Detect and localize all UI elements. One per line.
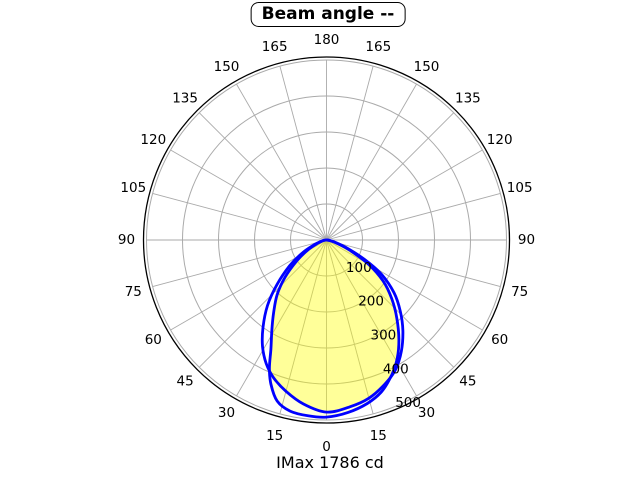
grid-circle <box>146 59 507 421</box>
angle-tick-label: 30 <box>218 405 235 421</box>
grid-circle <box>218 131 435 349</box>
angle-tick-label: 150 <box>214 59 240 75</box>
angle-tick-label: 120 <box>487 132 513 148</box>
beam-fill-single <box>269 240 399 418</box>
grid-radial-line <box>326 112 455 241</box>
radial-tick-label: 200 <box>358 294 384 310</box>
angle-tick-label: 15 <box>266 428 283 444</box>
beam-curve-2 <box>268 238 401 419</box>
grid-radial-line <box>170 149 327 241</box>
radial-tick-label: 300 <box>371 328 397 344</box>
angle-tick-label: 180 <box>314 32 340 48</box>
imax-label: IMax 1786 cd <box>276 453 384 472</box>
angle-tick-label: 165 <box>262 39 288 55</box>
angle-tick-label: 120 <box>140 132 166 148</box>
grid-circle <box>182 95 471 385</box>
grid-radial-line <box>279 239 327 415</box>
angle-tick-label: 135 <box>172 91 198 107</box>
angle-tick-label: 150 <box>414 59 440 75</box>
grid-circle <box>290 203 363 277</box>
angle-tick-label: 90 <box>518 232 535 248</box>
angle-tick-label: 105 <box>120 180 146 196</box>
grid-radial-line <box>326 239 374 415</box>
radial-tick-label: 500 <box>395 395 421 411</box>
grid-radial-line <box>326 65 374 241</box>
angle-tick-label: 60 <box>145 332 162 348</box>
angle-tick-label: 75 <box>125 284 142 300</box>
grid-radial-line <box>152 239 327 288</box>
beam-fill-overlap <box>269 240 399 413</box>
grid-radial-line <box>198 239 327 368</box>
grid-radial-line <box>326 83 417 241</box>
angle-tick-label: 45 <box>459 373 476 389</box>
angle-tick-label: 165 <box>365 39 391 55</box>
angle-tick-label: 60 <box>491 332 508 348</box>
angle-tick-label: 135 <box>455 91 481 107</box>
grid-radial-line <box>326 239 455 368</box>
angle-tick-label: 0 <box>322 439 331 455</box>
grid-radial-line <box>152 192 327 241</box>
grid-radial-line <box>326 239 501 288</box>
angle-tick-label: 45 <box>177 373 194 389</box>
beam-curve-1 <box>260 238 405 414</box>
grid-radial-line <box>198 112 327 241</box>
angle-tick-label: 15 <box>370 428 387 444</box>
grid-radial-line <box>326 149 483 241</box>
angle-tick-label: 30 <box>418 405 435 421</box>
chart-title: Beam angle -- <box>250 2 406 27</box>
grid-radial-line <box>326 239 483 331</box>
angle-tick-label: 105 <box>507 180 533 196</box>
radial-tick-label: 100 <box>346 260 372 276</box>
angle-tick-label: 90 <box>118 232 135 248</box>
radial-tick-label: 400 <box>383 361 409 377</box>
grid-radial-line <box>326 192 501 241</box>
outer-border-circle <box>142 56 511 424</box>
grid-radial-line <box>326 239 417 397</box>
grid-radial-line <box>236 83 327 241</box>
grid-circle <box>254 167 399 313</box>
grid-radial-line <box>279 65 327 241</box>
angle-tick-label: 75 <box>511 284 528 300</box>
grid-radial-line <box>236 239 327 397</box>
